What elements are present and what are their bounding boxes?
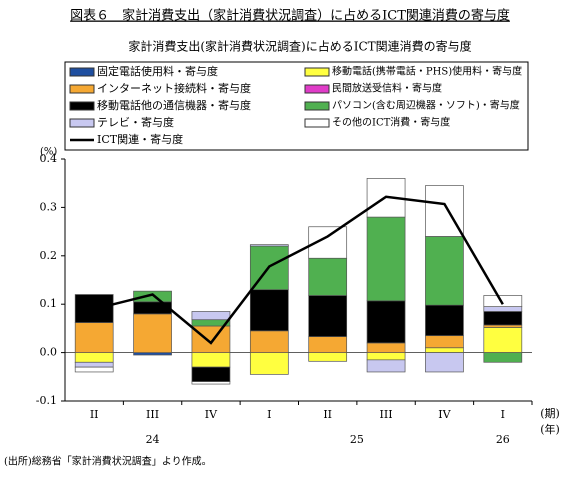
bar-segment (366, 352, 406, 361)
bar-segment (366, 359, 406, 373)
bar-segment (308, 352, 348, 362)
bar-segment (366, 300, 406, 344)
legend-swatch (69, 84, 95, 94)
legend-label: インターネット接続料・寄与度 (97, 81, 251, 95)
legend-swatch (69, 101, 95, 111)
bar-segment (133, 313, 172, 353)
x-group-label: 26 (496, 433, 510, 446)
bar-segment (308, 336, 348, 353)
bar-segment (366, 342, 406, 353)
y-tick-label: 0.1 (40, 297, 58, 310)
bar-segment (74, 361, 114, 368)
x-tick-label: II (323, 408, 332, 421)
legend-label: テレビ・寄与度 (97, 115, 174, 129)
y-tick-label: 0.3 (40, 200, 58, 213)
x-tick-label: II (90, 408, 99, 421)
bar-segment (191, 366, 231, 382)
bar-segment (249, 330, 289, 353)
bar-segment (366, 216, 406, 302)
bar-segment (483, 306, 523, 312)
legend-swatch (304, 84, 330, 94)
bar-segment (249, 352, 289, 375)
ict-line (93, 195, 504, 345)
bar-segment (425, 352, 464, 373)
x-tick-label: IV (438, 408, 451, 421)
legend-label: パソコン(含む周辺機器・ソフト)・寄与度 (332, 99, 520, 112)
x-group-label: 25 (350, 433, 364, 446)
bar-segment (191, 352, 231, 368)
bar-segment (191, 381, 231, 385)
legend-label: 民間放送受信料・寄与度 (332, 82, 442, 95)
chart-subtitle: 家計消費支出(家計消費状況調査)に占めるICT関連消費の寄与度 (128, 39, 471, 54)
legend-label: 移動電話他の通信機器・寄与度 (97, 98, 251, 112)
chart-title: 図表６ 家計消費支出（家計消費状況調査）に占めるICT関連消費の寄与度 (70, 8, 510, 24)
bar-segment (425, 335, 464, 349)
y-tick-label: 0.2 (40, 249, 58, 262)
bar-segment (308, 295, 348, 337)
source-note: (出所)総務省「家計消費状況調査」より作成。 (4, 455, 212, 468)
legend-label: 固定電話使用料・寄与度 (97, 64, 218, 78)
x-tick-label: III (380, 408, 393, 421)
x-group-label: 24 (146, 433, 160, 446)
bar-segment (249, 244, 289, 247)
bar-segment (308, 257, 348, 296)
bar-segment (425, 347, 464, 353)
bar-segment (483, 352, 523, 363)
x-group-label: (年) (540, 422, 560, 436)
x-tick-label: I (501, 408, 505, 421)
bar-segment (133, 290, 172, 303)
bar-segment (191, 311, 231, 321)
legend-label: その他のICT消費・寄与度 (332, 116, 450, 129)
bar-segment (249, 289, 289, 332)
bar-segment (74, 366, 114, 373)
legend-box (64, 61, 529, 151)
bar-segment (425, 236, 464, 306)
legend-swatch (304, 101, 330, 111)
y-axis-label: (%) (40, 147, 57, 158)
bar-segment (483, 295, 523, 307)
bar-segment (133, 352, 172, 356)
bar-segment (483, 327, 523, 353)
legend-swatch (304, 67, 330, 77)
bar-segment (133, 301, 172, 315)
bar-segment (483, 311, 523, 326)
x-tick-label: I (267, 408, 271, 421)
bar-segment (483, 324, 523, 328)
bar-segment (74, 322, 114, 353)
x-tick-label: IV (205, 408, 218, 421)
x-tick-label: III (146, 408, 159, 421)
y-tick-label: 0.4 (40, 152, 58, 165)
legend-label: ICT関連・寄与度 (97, 132, 183, 146)
legend-swatch (69, 118, 95, 128)
legend-swatch (304, 118, 330, 128)
bar-segment (74, 352, 114, 363)
legend-label: 移動電話(携帯電話・PHS)使用料・寄与度 (332, 65, 522, 78)
bar-segment (191, 325, 231, 353)
y-tick-label: 0.0 (40, 346, 58, 359)
x-axis-label: (期) (540, 407, 560, 420)
bar-segment (425, 304, 464, 337)
y-tick-label: -0.1 (36, 394, 57, 407)
legend-swatch (69, 67, 95, 77)
